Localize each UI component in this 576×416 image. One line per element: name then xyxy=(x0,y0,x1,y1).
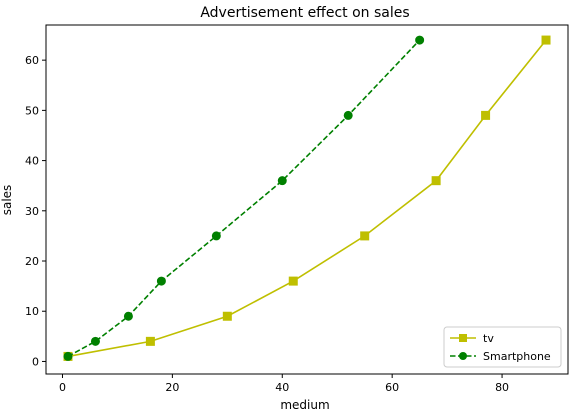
legend-label-tv: tv xyxy=(483,332,494,345)
series-point-tv xyxy=(145,336,155,346)
legend: tv Smartphone xyxy=(443,326,562,368)
series-point-tv xyxy=(481,110,491,120)
y-tick-label: 30 xyxy=(25,205,39,218)
axes-frame xyxy=(45,24,569,375)
x-tick-label: 60 xyxy=(385,381,399,394)
y-tick-label: 60 xyxy=(25,54,39,67)
series-point-tv xyxy=(541,35,551,45)
y-axis-ticks: 0 10 20 30 40 50 60 xyxy=(25,54,46,368)
series-point-tv xyxy=(431,176,441,186)
x-tick-label: 40 xyxy=(275,381,289,394)
chart-title: Advertisement effect on sales xyxy=(200,5,409,21)
series-layer xyxy=(63,35,551,361)
x-tick-label: 0 xyxy=(59,381,66,394)
series-point-tv xyxy=(222,311,232,321)
legend-marker-tv xyxy=(459,334,467,342)
y-tick-label: 50 xyxy=(25,104,39,117)
y-axis-label: sales xyxy=(0,185,14,216)
series-point-smartphone xyxy=(90,336,100,346)
series-point-tv xyxy=(360,231,370,241)
x-axis-label: medium xyxy=(280,398,329,412)
y-tick-label: 0 xyxy=(32,355,39,368)
series-point-smartphone xyxy=(343,110,353,120)
series-point-tv xyxy=(288,276,298,286)
series-point-smartphone xyxy=(156,276,166,286)
legend-marker-smartphone xyxy=(459,352,467,360)
series-line-tv xyxy=(67,39,547,358)
series-point-smartphone xyxy=(277,176,287,186)
y-tick-label: 20 xyxy=(25,255,39,268)
series-point-smartphone xyxy=(211,231,221,241)
legend-box xyxy=(443,326,562,368)
series-point-smartphone xyxy=(415,35,425,45)
x-tick-label: 20 xyxy=(165,381,179,394)
y-tick-label: 10 xyxy=(25,305,39,318)
series-point-smartphone xyxy=(123,311,133,321)
y-tick-label: 40 xyxy=(25,155,39,168)
x-axis-ticks: 0 20 40 60 80 xyxy=(59,374,509,394)
plot-area: 0 20 40 60 80 0 10 20 30 40 50 60 xyxy=(25,24,569,394)
legend-label-smartphone: Smartphone xyxy=(483,350,551,363)
legend-entries: tv Smartphone xyxy=(450,332,551,363)
series-line-smartphone xyxy=(67,39,421,358)
series-point-smartphone xyxy=(63,351,73,361)
x-tick-label: 80 xyxy=(495,381,509,394)
